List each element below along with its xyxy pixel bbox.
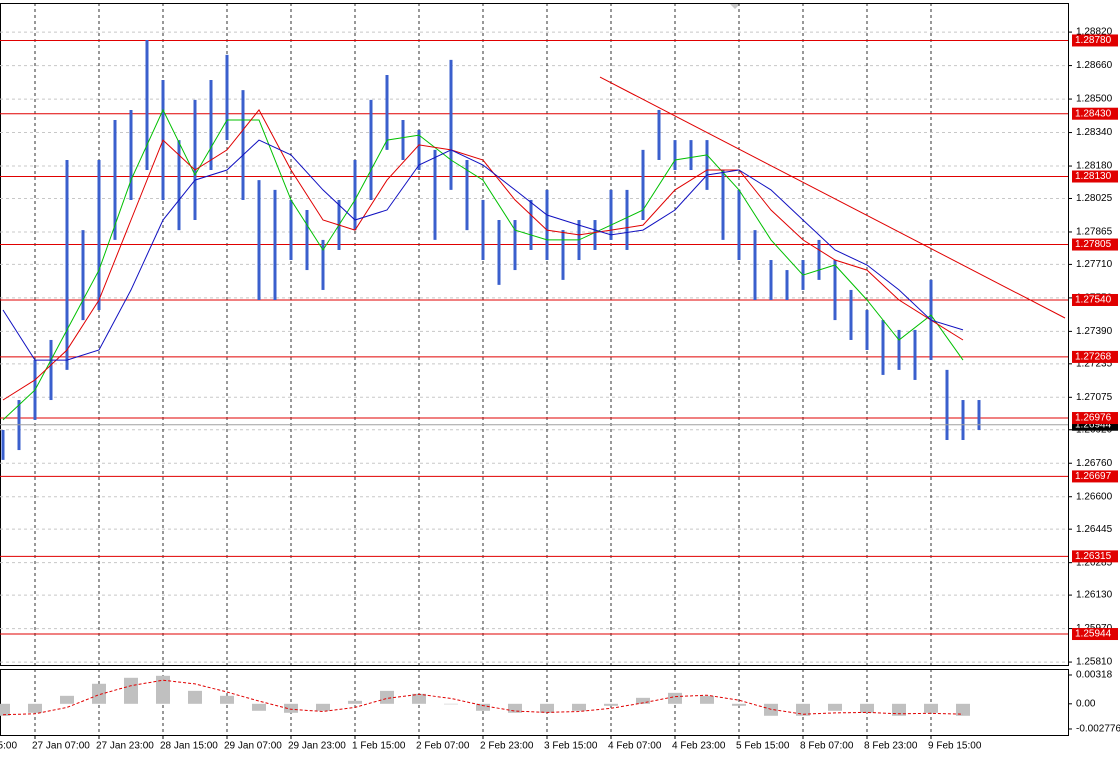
y-tick-label: 1.26760: [1076, 458, 1113, 469]
x-tick-label: 29 Jan 23:00: [288, 741, 346, 752]
histogram-bar: [636, 697, 650, 704]
level-label: 1.27805: [1075, 239, 1112, 250]
level-label: 1.28130: [1075, 171, 1112, 182]
histogram-bar: [220, 695, 234, 704]
moving-average: [2, 108, 964, 401]
histogram-bar: [828, 703, 842, 711]
y-tick-label: 1.28025: [1076, 193, 1113, 204]
y-tick-label: 1.28660: [1076, 60, 1113, 71]
level-label: 1.27268: [1075, 352, 1112, 363]
histogram-bar: [412, 693, 426, 704]
histogram-bar: [700, 695, 714, 704]
histogram-bar: [348, 700, 362, 704]
x-tick-label: 5 Feb 15:00: [736, 741, 790, 752]
histogram-bar: [796, 703, 810, 716]
level-label: 1.25944: [1075, 629, 1112, 640]
histogram-bar: [732, 703, 746, 706]
histogram-bar: [252, 703, 266, 711]
y-tick-label: 1.28500: [1076, 94, 1113, 105]
y-tick-label: 0.00: [1076, 698, 1096, 709]
histogram-bar: [28, 703, 42, 713]
histogram-bar: [60, 695, 74, 704]
y-tick-label: 1.28340: [1076, 127, 1113, 138]
y-tick-label: 1.26130: [1076, 590, 1113, 601]
x-tick-label: 27 Jan 07:00: [32, 741, 90, 752]
moving-average: [2, 139, 964, 361]
trendline: [599, 76, 1066, 319]
x-tick-label: 1 Feb 15:00: [352, 741, 406, 752]
histogram-bar: [924, 703, 938, 713]
histogram-bar: [860, 703, 874, 713]
y-tick-label: 1.27235: [1076, 358, 1113, 369]
y-tick-label: 1.26445: [1076, 524, 1113, 535]
y-tick-label: 1.27075: [1076, 392, 1113, 403]
y-tick-label: 1.25810: [1076, 657, 1113, 668]
x-tick-label: 2 Feb 23:00: [480, 741, 534, 752]
y-tick-label: 1.28820: [1076, 27, 1113, 38]
x-tick-label: 8 Feb 23:00: [864, 741, 918, 752]
last-price-label: 1.26944: [1075, 419, 1112, 430]
x-tick-label: 8 Feb 07:00: [800, 741, 854, 752]
main-pane: [0, 3, 1069, 666]
histogram-bar: [956, 703, 970, 716]
moving-average: [2, 108, 964, 421]
x-tick-label: 15:00: [0, 741, 17, 752]
y-tick-label: 1.27390: [1076, 326, 1113, 337]
y-tick-label: 0.00318: [1076, 670, 1113, 681]
x-tick-label: 4 Feb 07:00: [608, 741, 662, 752]
y-tick-label: 1.28180: [1076, 161, 1113, 172]
x-tick-label: 2 Feb 07:00: [416, 741, 470, 752]
y-tick-label: 1.27710: [1076, 259, 1113, 270]
level-label: 1.26697: [1075, 471, 1112, 482]
signal-line: [2, 679, 964, 716]
x-tick-label: 29 Jan 07:00: [224, 741, 282, 752]
histogram-bar: [284, 703, 298, 713]
histogram-bar: [156, 675, 170, 704]
level-label: 1.28430: [1075, 108, 1112, 119]
histogram-bar: [892, 703, 906, 716]
level-box: [1072, 628, 1118, 641]
y-tick-label: 1.26285: [1076, 557, 1113, 568]
histogram-bar: [604, 703, 618, 706]
level-label: 1.26315: [1075, 551, 1112, 562]
histogram-bar: [92, 683, 106, 704]
level-box: [1072, 350, 1118, 363]
histogram-bar: [508, 703, 522, 713]
histogram-bar: [380, 690, 394, 704]
x-tick-label: 28 Jan 15:00: [160, 741, 218, 752]
level-box: [1072, 34, 1118, 47]
level-box: [1072, 470, 1118, 483]
x-tick-label: 27 Jan 23:00: [96, 741, 154, 752]
level-box: [1072, 107, 1118, 120]
level-box: [1072, 293, 1118, 306]
indicator-pane: [0, 669, 1069, 736]
y-tick-label: -0.002776: [1076, 724, 1120, 735]
histogram-bar: [540, 703, 554, 713]
x-tick-label: 3 Feb 15:00: [544, 741, 598, 752]
shift-marker: [730, 4, 740, 9]
level-box: [1072, 412, 1118, 425]
histogram-bar: [188, 690, 202, 704]
histogram-bar: [572, 703, 586, 711]
x-tick-label: 4 Feb 23:00: [672, 741, 726, 752]
x-tick-label: 9 Feb 15:00: [928, 741, 982, 752]
level-box: [1072, 170, 1118, 183]
level-box: [1072, 550, 1118, 563]
histogram-bar: [0, 703, 10, 716]
histogram-bar: [316, 703, 330, 711]
histogram-bar: [476, 703, 490, 711]
y-tick-label: 1.27865: [1076, 227, 1113, 238]
level-label: 1.26976: [1075, 413, 1112, 424]
level-label: 1.28780: [1075, 35, 1112, 46]
histogram-bar: [444, 703, 458, 705]
level-label: 1.27540: [1075, 295, 1112, 306]
histogram-bar: [668, 692, 682, 704]
y-tick-label: 1.26600: [1076, 491, 1113, 502]
histogram-bar: [124, 677, 138, 704]
level-box: [1072, 238, 1118, 251]
